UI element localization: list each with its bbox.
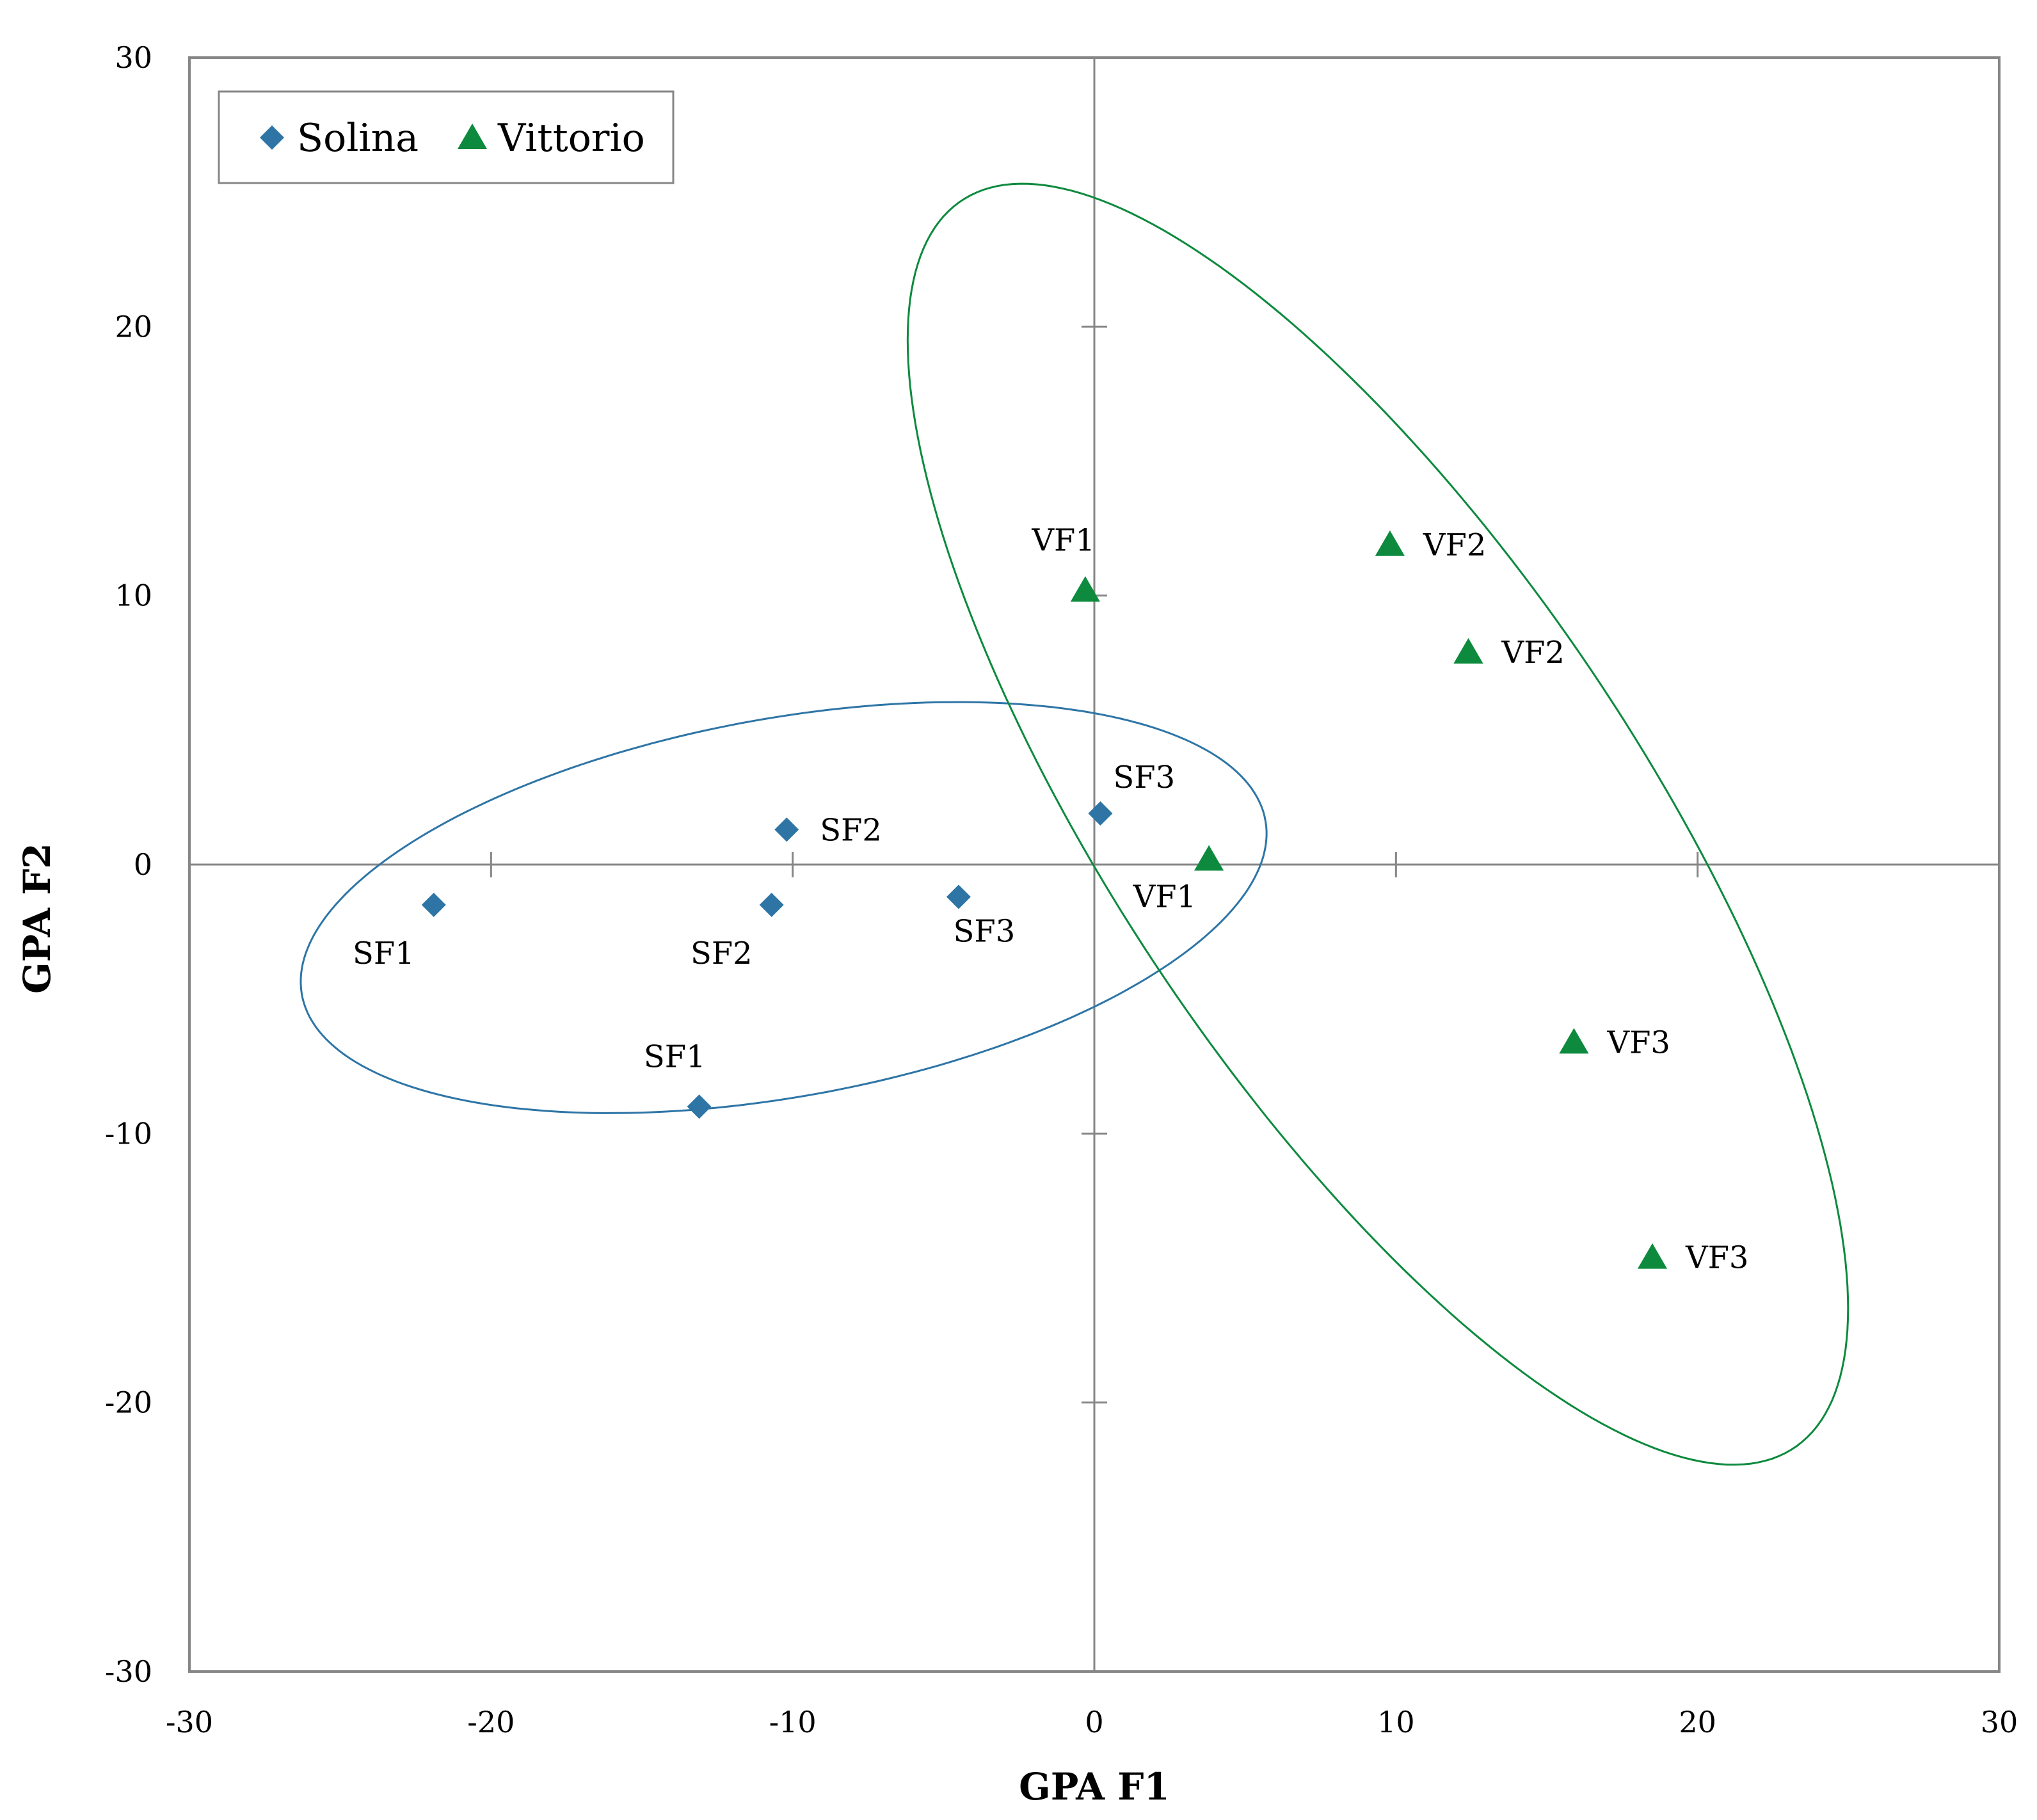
point-label-vf3: VF3 (1606, 1025, 1670, 1060)
y-tick-label: -20 (105, 1385, 152, 1420)
legend-label-vittorio: Vittorio (497, 116, 645, 161)
point-label-sf2: SF2 (691, 936, 753, 971)
y-tick-label: -30 (105, 1654, 152, 1689)
y-axis-tick-labels: -30 -20 -10 0 10 20 30 (105, 40, 152, 1689)
point-label-sf2: SF2 (820, 812, 882, 848)
ellipse-vittorio (906, 182, 1849, 1466)
point-solina-sf1 (421, 893, 446, 918)
ellipse-solina (300, 701, 1268, 1114)
point-solina-sf2 (774, 817, 799, 842)
point-label-sf1: SF1 (353, 936, 415, 971)
point-solina-sf3 (1088, 801, 1113, 826)
point-label-sf3: SF3 (1113, 760, 1175, 795)
x-tick-label: 30 (1981, 1705, 2018, 1739)
y-tick-label: 0 (134, 847, 152, 882)
legend-label-solina: Solina (297, 116, 419, 161)
legend: Solina Vittorio (218, 90, 675, 184)
point-vittorio-vf2 (1453, 637, 1483, 664)
x-tick-label: -10 (769, 1705, 817, 1739)
y-tick-label: 20 (115, 309, 152, 344)
y-tick-label: 30 (115, 40, 152, 75)
y-axis-title: GPA F2 (15, 843, 59, 994)
data-points (421, 530, 1668, 1269)
x-tick-label: 10 (1377, 1705, 1415, 1739)
point-vittorio-vf3 (1559, 1028, 1589, 1054)
point-vittorio-vf1 (1194, 845, 1224, 871)
point-vittorio-vf3 (1637, 1243, 1668, 1269)
x-tick-label: 0 (1085, 1705, 1103, 1739)
legend-marker-vittorio (457, 124, 488, 149)
legend-marker-solina (260, 125, 284, 150)
x-axis-tick-labels: -30 -20 -10 0 10 20 30 (166, 1705, 2018, 1739)
point-solina-sf3 (946, 884, 971, 909)
point-vittorio-vf1 (1070, 576, 1100, 602)
y-tick-label: -10 (105, 1116, 152, 1151)
x-tick-label: 20 (1679, 1705, 1716, 1739)
legend-box (218, 90, 675, 184)
point-vittorio-vf2 (1375, 530, 1405, 556)
point-label-vf2: VF2 (1423, 527, 1487, 563)
y-tick-label: 10 (115, 579, 152, 613)
point-label-sf1: SF1 (644, 1039, 706, 1074)
point-labels: SF1 SF1 SF2 SF2 SF3 SF3 VF1 VF1 VF2 VF2 VF3 VF3 (353, 522, 1748, 1275)
point-solina-sf1 (687, 1094, 712, 1119)
point-label-vf1: VF1 (1031, 522, 1095, 558)
x-tick-label: -30 (166, 1705, 213, 1739)
point-label-vf3: VF3 (1685, 1240, 1749, 1276)
point-label-vf2: VF2 (1501, 635, 1565, 671)
x-tick-label: -20 (467, 1705, 515, 1739)
point-label-sf3: SF3 (954, 913, 1016, 949)
point-solina-sf2 (759, 893, 784, 918)
plot-area-frame (188, 56, 2001, 1673)
confidence-ellipses (300, 182, 1849, 1466)
point-label-vf1: VF1 (1133, 879, 1197, 915)
x-axis-title: GPA F1 (1019, 1765, 1170, 1808)
